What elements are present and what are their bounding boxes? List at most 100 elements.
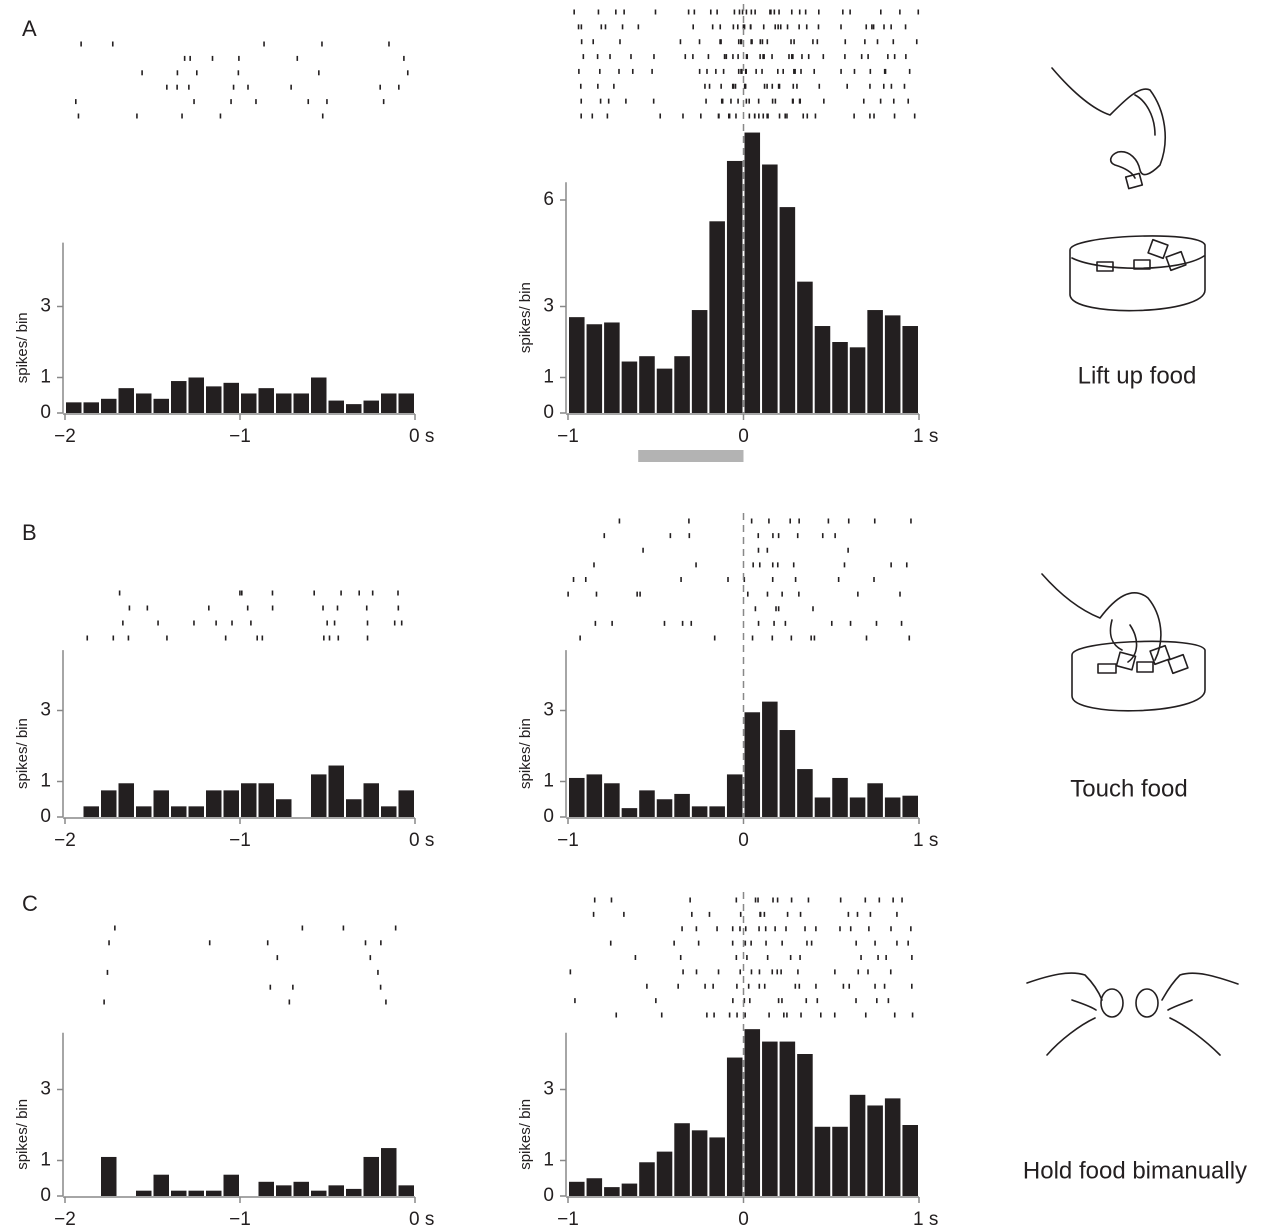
y-axis-label: spikes/ bin: [517, 1099, 534, 1170]
x-tick-label: −1: [557, 426, 579, 447]
bar: [293, 393, 309, 413]
bar: [171, 381, 187, 413]
bar: [258, 388, 274, 413]
bar: [398, 1185, 414, 1196]
x-tick-label: 0 s: [409, 1209, 434, 1230]
bar: [762, 1041, 778, 1196]
bar: [363, 400, 379, 413]
bar: [604, 322, 620, 413]
x-tick-label: 0: [738, 426, 749, 447]
bar: [586, 1178, 603, 1196]
bar: [639, 356, 655, 413]
y-axis-label: spikes/ bin: [517, 718, 534, 789]
bar: [293, 1181, 309, 1196]
bar: [311, 1190, 327, 1196]
bar: [118, 783, 134, 817]
bar: [884, 1098, 901, 1196]
bar: [902, 326, 918, 413]
x-tick-label: −2: [54, 426, 76, 447]
bar: [709, 221, 725, 413]
bar: [744, 132, 761, 414]
illustration-lift: [1051, 67, 1206, 312]
x-tick-label: −1: [557, 830, 579, 851]
bar: [797, 769, 813, 817]
bar: [188, 806, 204, 817]
x-tick-label: −1: [229, 830, 251, 851]
bar: [101, 1156, 117, 1196]
bar: [363, 1156, 379, 1196]
bar: [604, 783, 620, 817]
bar: [902, 795, 918, 817]
bar: [171, 1190, 187, 1196]
bar: [639, 1162, 655, 1196]
bar: [744, 1029, 761, 1196]
bar: [258, 1181, 274, 1196]
bar: [867, 1105, 883, 1196]
bar: [569, 317, 585, 413]
y-tick-label: 0: [40, 806, 51, 827]
bar: [621, 808, 638, 817]
bar: [381, 806, 397, 817]
x-tick-label: 0: [738, 1209, 749, 1230]
bar: [797, 281, 813, 413]
x-tick-label: −1: [229, 1209, 251, 1230]
bar: [639, 790, 655, 817]
bar: [709, 806, 725, 817]
y-tick-label: 0: [543, 806, 554, 827]
bar: [884, 315, 901, 413]
bar: [691, 806, 708, 817]
bar: [311, 774, 327, 817]
bar: [656, 1151, 673, 1196]
bar: [346, 404, 362, 413]
bar: [276, 799, 292, 817]
bar: [258, 783, 274, 817]
bar: [101, 790, 117, 817]
bar: [223, 382, 239, 413]
bar: [656, 799, 673, 817]
bar: [797, 1054, 813, 1196]
bar: [206, 1190, 222, 1196]
y-axis-label: spikes/ bin: [14, 312, 31, 383]
caption: Lift up food: [1078, 362, 1197, 389]
x-tick-label: 1 s: [913, 830, 938, 851]
y-axis-label: spikes/ bin: [14, 718, 31, 789]
bar: [153, 1174, 169, 1196]
bar: [118, 388, 134, 413]
y-tick-label: 1: [40, 771, 51, 792]
y-axis-label: spikes/ bin: [14, 1099, 31, 1170]
bar: [867, 310, 883, 413]
bar: [381, 393, 397, 413]
bar: [849, 347, 866, 413]
bar: [814, 797, 831, 817]
bar: [346, 1188, 362, 1196]
bar: [153, 790, 169, 817]
event-bar: [638, 450, 744, 462]
bar: [762, 164, 778, 413]
bar: [726, 160, 743, 413]
y-tick-label: 1: [40, 1150, 51, 1171]
bar: [223, 1174, 239, 1196]
bar: [779, 207, 796, 413]
y-tick-label: 0: [40, 402, 51, 423]
bar: [66, 402, 82, 413]
bar: [849, 1094, 866, 1196]
bar: [328, 765, 344, 817]
bar: [744, 712, 761, 817]
caption: Touch food: [1070, 775, 1187, 802]
y-tick-label: 1: [40, 367, 51, 388]
x-tick-label: 1 s: [913, 1209, 938, 1230]
bar: [136, 1190, 152, 1196]
x-tick-label: 0: [738, 830, 749, 851]
bar: [586, 774, 603, 817]
y-tick-label: 1: [543, 1150, 554, 1171]
bar: [691, 310, 708, 413]
illustration-hold: [1026, 972, 1239, 1056]
bar: [153, 398, 169, 413]
y-tick-label: 0: [543, 1185, 554, 1206]
bar: [674, 356, 690, 413]
y-tick-label: 3: [543, 1079, 554, 1100]
panel-label: B: [22, 520, 37, 545]
bar: [206, 790, 222, 817]
y-tick-label: 1: [543, 367, 554, 388]
bar: [621, 1183, 638, 1196]
